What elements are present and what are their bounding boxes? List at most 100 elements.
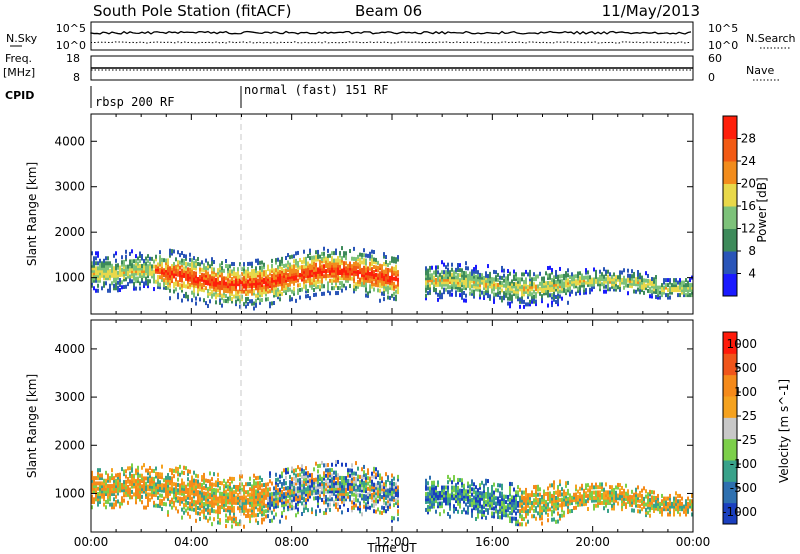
heatmap-cell [233, 506, 235, 511]
heatmap-cell [105, 499, 107, 504]
heatmap-cell [499, 507, 501, 512]
heatmap-cell [99, 278, 101, 283]
heatmap-cell [289, 265, 291, 270]
heatmap-cell [583, 285, 585, 290]
heatmap-cell [91, 273, 93, 278]
heatmap-cell [491, 279, 493, 284]
heatmap-cell [381, 484, 383, 489]
heatmap-cell [469, 276, 471, 281]
heatmap-cell [185, 266, 187, 271]
heatmap-cell [559, 281, 561, 286]
heatmap-cell [505, 288, 507, 293]
heatmap-cell [181, 497, 183, 502]
heatmap-cell [113, 253, 115, 258]
heatmap-cell [191, 290, 193, 295]
heatmap-cell [189, 275, 191, 280]
heatmap-cell [525, 514, 527, 519]
heatmap-cell [275, 285, 277, 290]
heatmap-cell [385, 493, 387, 498]
heatmap-cell [691, 285, 693, 290]
heatmap-cell [103, 489, 105, 494]
heatmap-cell [431, 280, 433, 285]
heatmap-cell [261, 517, 263, 522]
heatmap-cell [259, 486, 261, 491]
heatmap-cell [255, 281, 257, 286]
heatmap-cell [141, 274, 143, 279]
heatmap-cell [315, 509, 317, 514]
heatmap-cell [499, 280, 501, 285]
heatmap-cell [135, 254, 137, 259]
heatmap-cell [341, 283, 343, 288]
heatmap-cell [575, 495, 577, 500]
heatmap-cell [221, 505, 223, 510]
heatmap-cell [515, 284, 517, 289]
heatmap-cell [547, 502, 549, 507]
heatmap-cell [495, 270, 497, 275]
heatmap-cell [467, 489, 469, 494]
heatmap-cell [289, 297, 291, 302]
heatmap-cell [529, 277, 531, 282]
heatmap-cell [99, 258, 101, 263]
heatmap-cell [459, 493, 461, 498]
heatmap-cell [139, 266, 141, 271]
heatmap-cell [159, 498, 161, 503]
heatmap-cell [535, 292, 537, 297]
heatmap-cell [233, 498, 235, 503]
heatmap-cell [309, 263, 311, 268]
heatmap-cell [579, 271, 581, 276]
heatmap-cell [387, 491, 389, 496]
heatmap-cell [211, 284, 213, 289]
heatmap-cell [259, 499, 261, 504]
heatmap-cell [157, 277, 159, 282]
heatmap-cell [285, 283, 287, 288]
heatmap-cell [661, 285, 663, 290]
heatmap-cell [97, 283, 99, 288]
heatmap-cell [543, 281, 545, 286]
heatmap-cell [335, 291, 337, 296]
heatmap-cell [149, 481, 151, 486]
heatmap-cell [111, 263, 113, 268]
heatmap-cell [285, 467, 287, 472]
heatmap-cell [151, 476, 153, 481]
heatmap-cell [97, 486, 99, 491]
heatmap-cell [311, 486, 313, 491]
heatmap-cell [655, 287, 657, 292]
heatmap-cell [191, 507, 193, 512]
heatmap-cell [193, 278, 195, 283]
heatmap-cell [557, 294, 559, 299]
heatmap-cell [581, 497, 583, 502]
heatmap-cell [533, 503, 535, 508]
heatmap-cell [257, 293, 259, 298]
heatmap-cell [603, 277, 605, 282]
beam-label: Beam 06 [355, 2, 422, 20]
heatmap-cell [447, 275, 449, 280]
heatmap-cell [193, 481, 195, 486]
heatmap-cell [251, 484, 253, 489]
heatmap-cell [435, 282, 437, 287]
heatmap-cell [143, 479, 145, 484]
heatmap-cell [93, 276, 95, 281]
heatmap-cell [501, 483, 503, 488]
heatmap-cell [157, 490, 159, 495]
heatmap-cell [527, 519, 529, 524]
heatmap-cell [349, 284, 351, 289]
heatmap-cell [687, 290, 689, 295]
heatmap-cell [311, 255, 313, 260]
heatmap-cell [473, 282, 475, 287]
heatmap-cell [189, 270, 191, 275]
heatmap-cell [557, 511, 559, 516]
heatmap-cell [457, 275, 459, 280]
heatmap-cell [535, 484, 537, 489]
heatmap-cell [433, 496, 435, 501]
heatmap-cell [351, 500, 353, 505]
heatmap-cell [115, 481, 117, 486]
heatmap-cell [561, 296, 563, 301]
heatmap-cell [221, 491, 223, 496]
heatmap-cell [161, 275, 163, 280]
heatmap-cell [315, 255, 317, 260]
heatmap-cell [293, 492, 295, 497]
heatmap-cell [433, 283, 435, 288]
heatmap-cell [243, 500, 245, 505]
heatmap-cell [377, 273, 379, 278]
heatmap-cell [349, 468, 351, 473]
